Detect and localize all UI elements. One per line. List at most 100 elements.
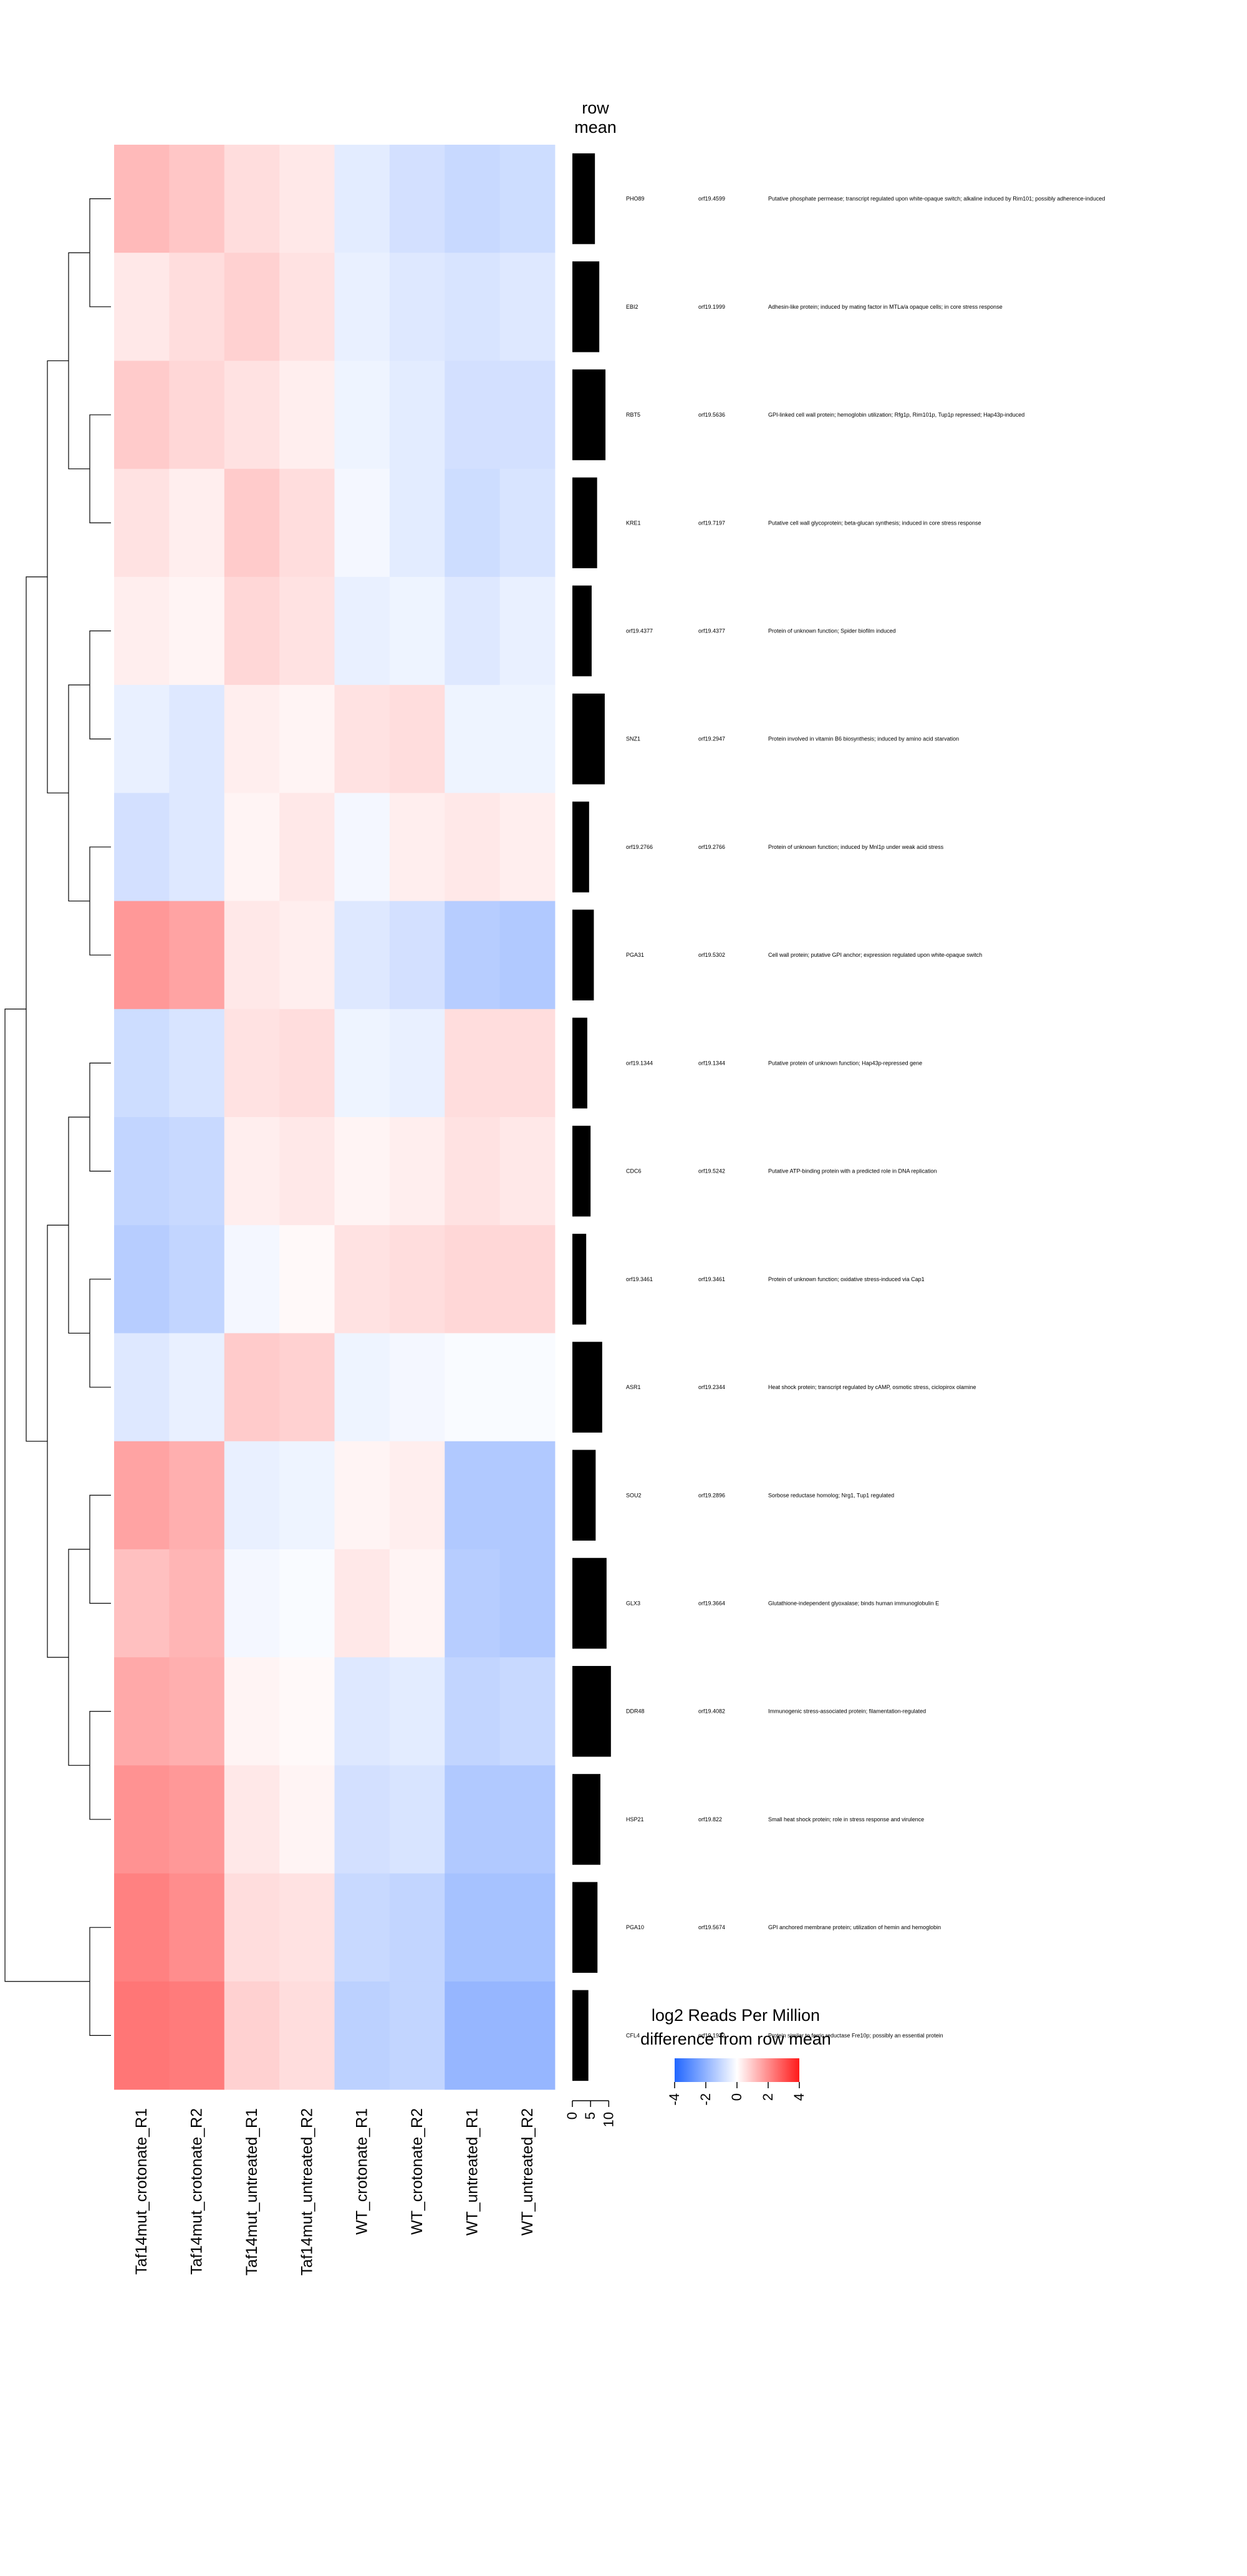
- row-mean-tick-label: 0: [564, 2112, 580, 2119]
- description-label: Putative phosphate permease; transcript …: [768, 196, 1105, 202]
- heatmap-cell: [224, 685, 280, 793]
- legend-title-line1: log2 Reads Per Million: [652, 2006, 820, 2025]
- column-label: WT_untreated_R2: [519, 2108, 536, 2235]
- heatmap-cell: [499, 1549, 556, 1658]
- orf-label: orf19.4599: [698, 196, 725, 202]
- heatmap-cell: [445, 576, 501, 685]
- heatmap-cell: [169, 1657, 225, 1766]
- heatmap-cell: [279, 793, 335, 901]
- gene-label: PHO89: [626, 196, 645, 202]
- row-mean-bar: [572, 369, 606, 460]
- description-label: Putative ATP-binding protein with a pred…: [768, 1168, 936, 1174]
- heatmap-cell: [224, 361, 280, 470]
- heatmap-cell: [169, 1441, 225, 1550]
- dendrogram-branch: [89, 846, 111, 956]
- gene-label: SOU2: [626, 1492, 642, 1498]
- heatmap-cell: [169, 793, 225, 901]
- row-mean-bar: [572, 801, 589, 893]
- heatmap-cell: [114, 1009, 170, 1118]
- heatmap-cell: [334, 145, 390, 253]
- heatmap-cell: [389, 685, 445, 793]
- side-bar-title-line1: row: [582, 99, 609, 117]
- heatmap-cell: [114, 145, 170, 253]
- heatmap-cell: [224, 1117, 280, 1226]
- heatmap-cell: [334, 1765, 390, 1874]
- row-mean-tick-label: 10: [600, 2112, 616, 2127]
- orf-label: orf19.1344: [698, 1060, 725, 1066]
- heatmap-cell: [389, 1009, 445, 1118]
- heatmap-cell: [169, 1873, 225, 1982]
- heatmap-cell: [169, 576, 225, 685]
- description-label: Putative protein of unknown function; Ha…: [768, 1060, 922, 1066]
- dendrogram-branch: [89, 1927, 111, 2036]
- description-label: Glutathione-independent glyoxalase; bind…: [768, 1600, 939, 1607]
- orf-label: orf19.2766: [698, 844, 725, 850]
- heatmap-cell: [389, 1549, 445, 1658]
- gene-label: orf19.1344: [626, 1060, 653, 1066]
- dendrogram-branch: [26, 576, 47, 1442]
- heatmap-cell: [334, 1873, 390, 1982]
- description-label: Protein of unknown function; induced by …: [768, 844, 944, 850]
- dendrogram-branch: [47, 1224, 69, 1658]
- heatmap-cell: [499, 361, 556, 470]
- heatmap-cell: [279, 1333, 335, 1442]
- heatmap-cell: [169, 253, 225, 361]
- row-mean-bar: [572, 1665, 611, 1757]
- heatmap-cell: [114, 576, 170, 685]
- gene-labels: PHO89 EBI2 RBT5 KRE1 orf19.4377 SNZ1 orf19.276…: [626, 196, 653, 2039]
- heatmap-cell: [334, 361, 390, 470]
- gene-label: KRE1: [626, 520, 641, 526]
- heatmap-cell: [499, 901, 556, 1010]
- orf-label: orf19.3664: [698, 1600, 725, 1607]
- heatmap-cell: [224, 145, 280, 253]
- heatmap-cell: [279, 576, 335, 685]
- heatmap-cell: [334, 468, 390, 578]
- gene-label: SNZ1: [626, 736, 640, 742]
- heatmap-cell: [445, 145, 501, 253]
- orf-label: orf19.2896: [698, 1492, 725, 1498]
- heatmap-cell: [279, 1441, 335, 1550]
- column-labels: Taf14mut_crotonate_R1 Taf14mut_crotonate_…: [133, 2108, 536, 2275]
- heatmap-cell: [499, 145, 556, 253]
- row-mean-bar: [572, 261, 600, 352]
- heatmap-cell: [169, 1225, 225, 1334]
- column-label: Taf14mut_crotonate_R1: [133, 2108, 150, 2275]
- orf-label: orf19.5242: [698, 1168, 725, 1174]
- row-mean-bars: [572, 153, 611, 2081]
- gene-label: ASR1: [626, 1384, 641, 1390]
- heatmap-cell: [114, 361, 170, 470]
- column-label: WT_untreated_R1: [463, 2108, 481, 2235]
- heatmap-cell: [224, 1333, 280, 1442]
- heatmap-cell: [389, 1765, 445, 1874]
- orf-label: orf19.1932: [698, 2032, 725, 2038]
- heatmap-cell: [499, 685, 556, 793]
- heatmap-cell: [224, 253, 280, 361]
- row-mean-bar: [572, 585, 592, 677]
- row-mean-bar: [572, 1990, 589, 2081]
- gene-label: CFL4: [626, 2032, 640, 2038]
- heatmap-cell: [445, 1765, 501, 1874]
- heatmap-cell: [169, 685, 225, 793]
- gene-label: EBI2: [626, 304, 638, 310]
- dendrogram-branch: [68, 252, 90, 470]
- heatmap-cell: [279, 1765, 335, 1874]
- gene-label: GLX3: [626, 1600, 640, 1607]
- heatmap-cell: [499, 1981, 556, 2090]
- heatmap-cell: [279, 1873, 335, 1982]
- legend-color-bar: [675, 2058, 799, 2082]
- row-mean-bar: [572, 1342, 602, 1433]
- heatmap-cell: [445, 793, 501, 901]
- dendrogram-branch: [89, 1062, 111, 1172]
- heatmap-cell: [499, 1441, 556, 1550]
- gene-label: CDC6: [626, 1168, 642, 1174]
- heatmap-cell: [114, 1873, 170, 1982]
- heatmap-cell: [169, 1981, 225, 2090]
- row-mean-tick-label: 5: [582, 2112, 598, 2119]
- column-label: Taf14mut_crotonate_R2: [188, 2108, 206, 2275]
- orf-label: orf19.3461: [698, 1276, 725, 1282]
- dendrogram-branch: [89, 1279, 111, 1388]
- heatmap-cell: [389, 793, 445, 901]
- heatmap-cell: [445, 1981, 501, 2090]
- heatmap-cell: [499, 1873, 556, 1982]
